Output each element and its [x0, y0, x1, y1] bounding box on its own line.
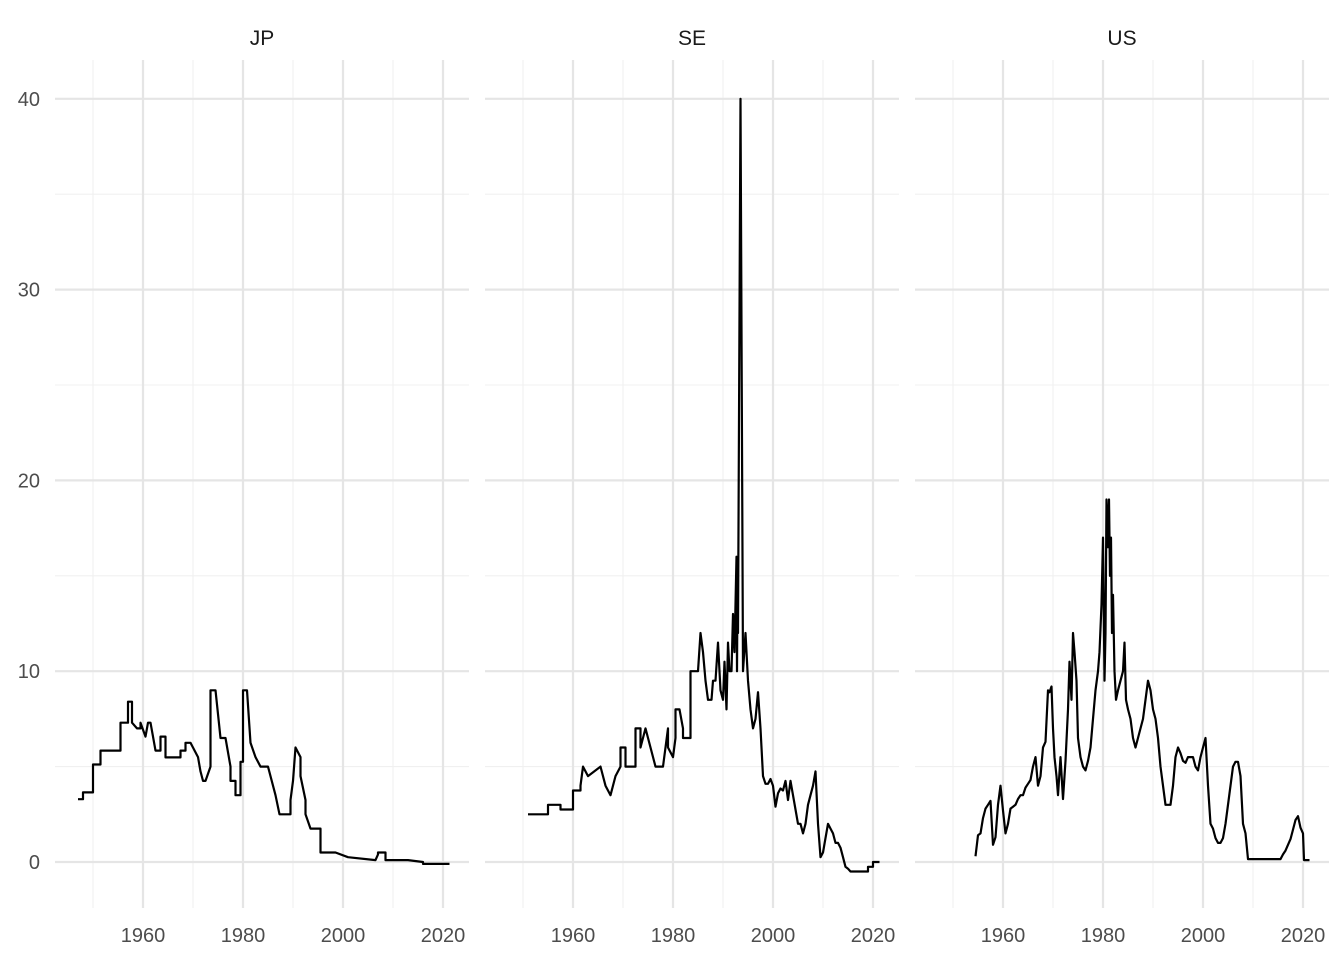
panel-us: US 1960 1980 2000 2020	[915, 27, 1329, 947]
chart-panels: JP 1960 1980 2000 2020 SE 1960 1980 2000 2020 US 19…	[55, 27, 1329, 947]
panel-strip-label: SE	[678, 27, 706, 50]
x-tick-label: 2000	[1181, 925, 1226, 947]
x-tick-label: 1960	[981, 925, 1026, 947]
series-line-us	[974, 498, 1310, 862]
x-tick-label: 2020	[851, 925, 896, 947]
x-tick-label: 1980	[221, 925, 266, 947]
series-line-se	[528, 97, 880, 873]
y-tick-label: 30	[18, 280, 40, 302]
panel-strip-label: JP	[250, 27, 275, 50]
x-tick-label: 1960	[121, 925, 166, 947]
series-line-jp	[78, 689, 450, 866]
panel-strip-label: US	[1107, 27, 1136, 50]
x-tick-label: 2020	[421, 925, 466, 947]
x-tick-label: 2000	[321, 925, 366, 947]
x-tick-label: 2020	[1281, 925, 1326, 947]
x-tick-label: 1980	[1081, 925, 1126, 947]
y-tick-label: 20	[18, 470, 40, 492]
x-tick-label: 2000	[751, 925, 796, 947]
panel-jp: JP 1960 1980 2000 2020	[55, 27, 469, 947]
y-tick-label: 10	[18, 661, 40, 683]
y-tick-label: 0	[29, 852, 40, 874]
x-tick-label: 1980	[651, 925, 696, 947]
y-axis-tick-labels: 0 10 20 30 40	[18, 89, 40, 874]
y-tick-label: 40	[18, 89, 40, 111]
x-tick-label: 1960	[551, 925, 596, 947]
panel-se: SE 1960 1980 2000 2020	[485, 27, 899, 947]
